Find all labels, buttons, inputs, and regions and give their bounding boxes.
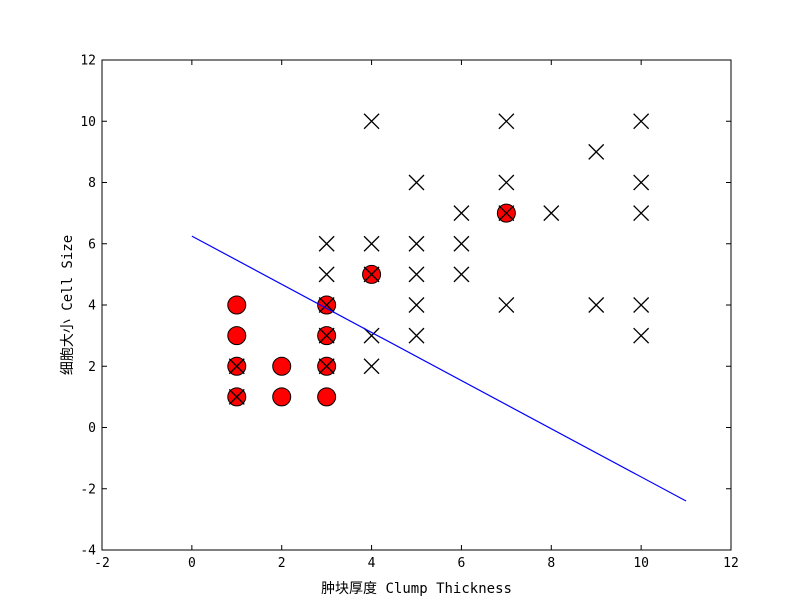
data-point-cross	[408, 266, 425, 283]
data-point-circle	[272, 356, 292, 376]
y-tick-label: -2	[80, 482, 96, 497]
data-point-cross	[543, 205, 560, 222]
x-tick-label: 0	[188, 556, 196, 571]
data-point-cross	[228, 358, 245, 375]
data-point-cross	[588, 143, 605, 160]
data-point-cross	[588, 297, 605, 313]
y-tick-label: 12	[80, 54, 96, 69]
data-point-cross	[498, 297, 515, 313]
data-point-cross	[363, 358, 380, 375]
data-point-cross	[408, 174, 425, 191]
decision-boundary-line	[191, 235, 687, 502]
data-point-cross	[318, 358, 335, 375]
data-point-cross	[318, 297, 335, 313]
y-axis-label: 细胞大小 Cell Size	[60, 235, 76, 375]
x-tick-label: -2	[94, 556, 110, 571]
plot-layer	[191, 113, 687, 502]
data-point-circle	[272, 387, 292, 407]
x-tick-label: 12	[723, 556, 739, 571]
data-point-cross	[318, 266, 335, 283]
data-point-cross	[633, 113, 650, 130]
y-tick-label: 8	[88, 176, 96, 191]
data-point-cross	[363, 266, 380, 283]
data-point-cross	[363, 113, 380, 130]
x-tick-label: 2	[278, 556, 286, 571]
data-point-cross	[453, 235, 470, 252]
data-point-cross	[228, 388, 245, 405]
data-point-cross	[453, 205, 470, 222]
y-tick-label: 6	[88, 237, 96, 252]
data-point-cross	[498, 174, 515, 191]
data-point-cross	[498, 205, 515, 222]
data-point-cross	[318, 235, 335, 252]
data-point-circle	[317, 387, 337, 407]
data-point-cross	[498, 113, 515, 130]
data-point-cross	[453, 266, 470, 283]
x-axis-label: 肿块厚度 Clump Thickness	[321, 581, 512, 597]
y-tick-label: 2	[88, 360, 96, 375]
data-point-cross	[633, 327, 650, 344]
data-point-cross	[408, 327, 425, 344]
x-tick-label: 6	[458, 556, 466, 571]
data-point-cross	[408, 235, 425, 252]
data-point-circle	[227, 326, 247, 346]
data-point-cross	[633, 174, 650, 191]
y-tick-label: 10	[80, 115, 96, 130]
x-tick-label: 10	[633, 556, 649, 571]
y-tick-label: -4	[80, 544, 96, 559]
y-tick-label: 4	[88, 299, 96, 314]
data-point-cross	[633, 205, 650, 222]
data-point-cross	[633, 297, 650, 313]
x-tick-label: 8	[547, 556, 555, 571]
data-point-cross	[318, 327, 335, 344]
data-point-cross	[363, 327, 380, 344]
y-tick-label: 0	[88, 421, 96, 436]
x-tick-label: 4	[368, 556, 376, 571]
data-point-cross	[408, 297, 425, 313]
data-point-cross	[363, 235, 380, 252]
data-point-circle	[227, 295, 247, 315]
